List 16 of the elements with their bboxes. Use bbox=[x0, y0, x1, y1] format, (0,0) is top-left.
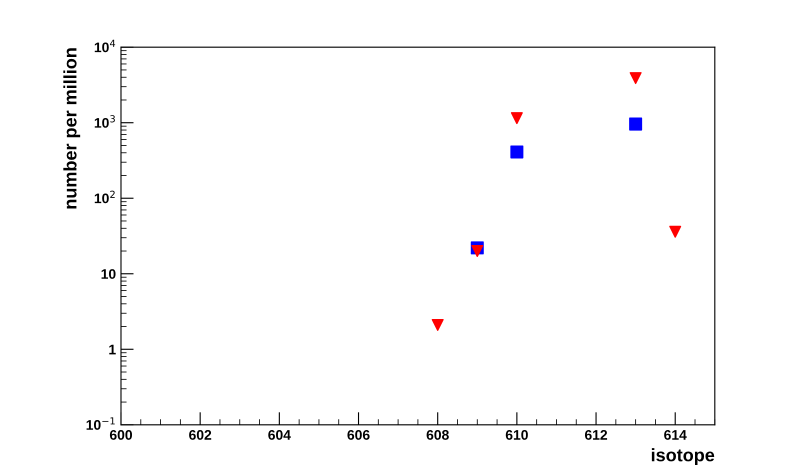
y-tick-label: 10$^{2}$ bbox=[94, 190, 115, 204]
x-tick-label: 612 bbox=[584, 430, 608, 440]
y-axis-title: number per million bbox=[63, 48, 80, 209]
y-tick-label: 10$^{4}$ bbox=[94, 40, 116, 52]
x-tick-label: 614 bbox=[664, 430, 687, 440]
y-tick-label: 10$^{−1}$ bbox=[86, 417, 115, 430]
y-tick-label: 10$^{3}$ bbox=[94, 115, 115, 128]
x-tick-label: 610 bbox=[506, 430, 528, 440]
y-tick-label: 10 bbox=[102, 269, 116, 279]
x-tick-label: 600 bbox=[110, 430, 132, 440]
x-tick-label: 602 bbox=[189, 430, 212, 440]
x-tick-label: 608 bbox=[426, 430, 449, 440]
x-axis-title: isotope bbox=[652, 448, 714, 465]
x-tick-label: 606 bbox=[347, 430, 370, 440]
y-tick-label: 1 bbox=[109, 344, 116, 354]
x-tick-label: 604 bbox=[268, 430, 291, 440]
